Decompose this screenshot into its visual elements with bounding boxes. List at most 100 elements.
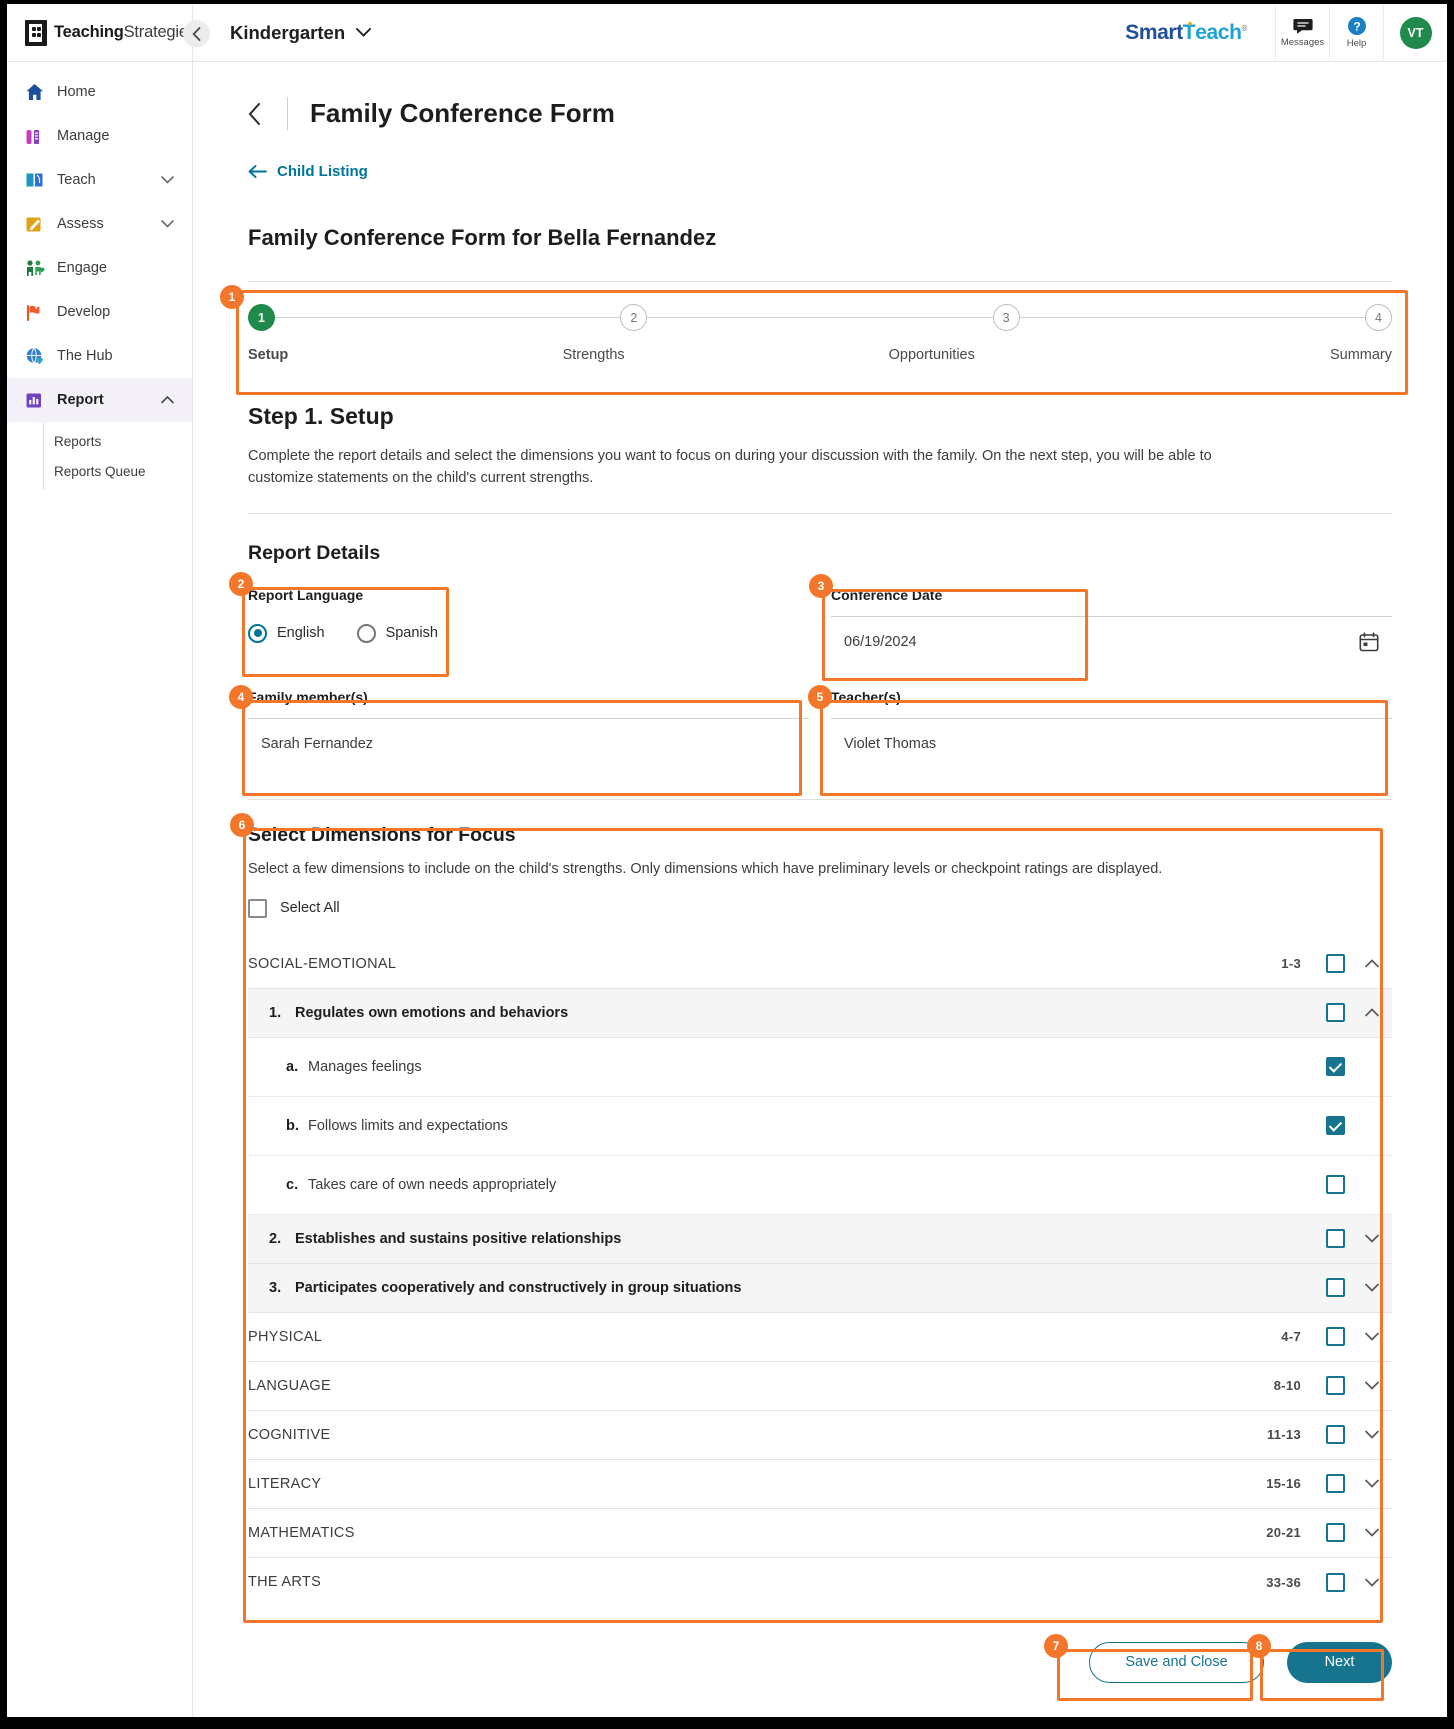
select-all-checkbox-row[interactable]: Select All — [248, 898, 1392, 918]
step-3-circle[interactable]: 3 — [992, 304, 1020, 331]
sidebar-item-the-hub[interactable]: The Hub — [7, 334, 192, 378]
sidebar-item-home[interactable]: Home — [7, 70, 192, 114]
category-expand-toggle[interactable] — [1352, 959, 1392, 968]
objective-row-1[interactable]: 1. Regulates own emotions and behaviors — [248, 988, 1392, 1038]
category-row-the-arts[interactable]: THE ARTS 33-36 — [248, 1558, 1392, 1607]
category-checkbox[interactable] — [1325, 1327, 1345, 1347]
chevron-down-icon[interactable] — [161, 216, 174, 232]
field-top-rule — [831, 717, 1392, 719]
dimension-number: c. — [286, 1176, 299, 1193]
dimensions-description: Select a few dimensions to include on th… — [248, 860, 1163, 877]
logo-text-light: Strategies — [123, 23, 196, 41]
page-title: Family Conference Form — [310, 98, 615, 128]
step-1[interactable]: 1 — [248, 304, 621, 331]
chevron-left-icon — [248, 102, 260, 125]
sidebar-collapse-button[interactable] — [183, 20, 210, 47]
sidebar-item-report[interactable]: Report — [7, 378, 192, 422]
sidebar-subitem-reports[interactable]: Reports — [44, 426, 192, 456]
objective-expand-toggle[interactable] — [1352, 1234, 1392, 1244]
category-checkbox-slot — [1318, 1327, 1352, 1347]
step-1-circle[interactable]: 1 — [248, 304, 275, 331]
category-row-literacy[interactable]: LITERACY 15-16 — [248, 1460, 1392, 1509]
language-radio-group: English Spanish — [248, 623, 809, 643]
category-checkbox[interactable] — [1325, 1523, 1345, 1543]
dimension-checkbox[interactable] — [1325, 1116, 1345, 1136]
sidebar-item-develop[interactable]: Develop — [7, 290, 192, 334]
teachers-input[interactable]: Violet Thomas — [831, 719, 1392, 769]
dimension-number: a. — [286, 1058, 299, 1075]
step-4[interactable]: 4 — [1364, 304, 1392, 331]
category-checkbox-slot — [1318, 1572, 1352, 1592]
sidebar-item-assess[interactable]: Assess — [7, 202, 192, 246]
sidebar-item-label: The Hub — [57, 348, 113, 364]
category-expand-toggle[interactable] — [1352, 1430, 1392, 1440]
category-expand-toggle[interactable] — [1352, 1528, 1392, 1538]
select-all-checkbox[interactable] — [248, 898, 267, 918]
objective-expand-toggle[interactable] — [1352, 1008, 1392, 1017]
radio-spanish[interactable]: Spanish — [356, 623, 438, 643]
category-checkbox-slot — [1318, 1376, 1352, 1396]
sidebar-item-teach[interactable]: Teach — [7, 158, 192, 202]
child-listing-link[interactable]: Child Listing — [248, 163, 368, 180]
category-checkbox[interactable] — [1325, 1474, 1345, 1494]
category-checkbox[interactable] — [1325, 954, 1345, 974]
conference-date-value: 06/19/2024 — [844, 633, 917, 650]
conference-date-input[interactable]: 06/19/2024 — [831, 617, 1392, 667]
messages-label: Messages — [1280, 36, 1325, 48]
arrow-left-icon — [248, 165, 267, 178]
logo-wordmark: TeachingStrategies® — [54, 23, 202, 42]
category-checkbox[interactable] — [1325, 1425, 1345, 1445]
category-expand-toggle[interactable] — [1352, 1479, 1392, 1489]
avatar[interactable]: VT — [1399, 16, 1432, 49]
class-selector-dropdown[interactable]: Kindergarten — [230, 22, 372, 44]
step-2[interactable]: 2 — [620, 304, 993, 331]
objective-row-3[interactable]: 3. Participates cooperatively and constr… — [248, 1263, 1392, 1313]
sidebar-item-label: Manage — [57, 128, 110, 144]
dimension-checkbox[interactable] — [1325, 1057, 1345, 1077]
objective-expand-toggle[interactable] — [1352, 1283, 1392, 1293]
dimension-row-1c[interactable]: c. Takes care of own needs appropriately — [248, 1156, 1392, 1215]
teaching-strategies-logo[interactable]: TeachingStrategies® — [7, 4, 202, 62]
back-button[interactable] — [248, 102, 261, 125]
category-checkbox[interactable] — [1325, 1572, 1345, 1592]
dimension-row-1b[interactable]: b. Follows limits and expectations — [248, 1097, 1392, 1156]
sidebar-item-manage[interactable]: Manage — [7, 114, 192, 158]
dimension-row-1a[interactable]: a. Manages feelings — [248, 1038, 1392, 1097]
sidebar-item-engage[interactable]: Engage — [7, 246, 192, 290]
select-all-label: Select All — [280, 900, 340, 917]
category-row-physical[interactable]: PHYSICAL 4-7 — [248, 1313, 1392, 1362]
category-expand-toggle[interactable] — [1352, 1381, 1392, 1391]
category-checkbox[interactable] — [1325, 1376, 1345, 1396]
category-row-mathematics[interactable]: MATHEMATICS 20-21 — [248, 1509, 1392, 1558]
step-4-circle[interactable]: 4 — [1364, 304, 1392, 331]
objective-checkbox[interactable] — [1325, 1229, 1345, 1249]
objective-checkbox[interactable] — [1325, 1003, 1345, 1023]
report-details-row-2: Family member(s) Sarah Fernandez Teacher… — [248, 689, 1392, 769]
objective-row-2[interactable]: 2. Establishes and sustains positive rel… — [248, 1214, 1392, 1264]
category-expand-toggle[interactable] — [1352, 1332, 1392, 1342]
category-expand-toggle[interactable] — [1352, 1578, 1392, 1587]
step-2-circle[interactable]: 2 — [620, 304, 648, 331]
category-checkbox-slot — [1318, 954, 1352, 974]
objective-checkbox[interactable] — [1325, 1278, 1345, 1298]
category-row-language[interactable]: LANGUAGE 8-10 — [248, 1362, 1392, 1411]
sidebar-subitem-reports-queue[interactable]: Reports Queue — [44, 456, 192, 486]
stepper-labels: Setup Strengths Opportunities Summary — [248, 347, 1392, 363]
radio-english[interactable]: English — [248, 623, 325, 643]
next-button[interactable]: Next — [1287, 1641, 1392, 1683]
chevron-down-icon[interactable] — [161, 172, 174, 188]
dimension-checkbox[interactable] — [1325, 1175, 1345, 1195]
category-row-social-emotional[interactable]: SOCIAL-EMOTIONAL 1-3 — [248, 940, 1392, 989]
messages-button[interactable]: Messages — [1275, 4, 1329, 62]
chevron-up-icon[interactable] — [161, 392, 174, 408]
message-bubble-icon — [1292, 18, 1313, 34]
save-and-close-button[interactable]: Save and Close — [1089, 1641, 1264, 1683]
help-button[interactable]: ? Help — [1329, 4, 1383, 62]
dimensions-divider — [248, 798, 1392, 800]
help-circle-icon: ? — [1347, 17, 1366, 35]
step-3[interactable]: 3 — [992, 304, 1365, 331]
family-members-input[interactable]: Sarah Fernandez — [248, 719, 809, 769]
category-row-cognitive[interactable]: COGNITIVE 11-13 — [248, 1411, 1392, 1460]
calendar-icon[interactable] — [1359, 632, 1379, 652]
chevron-up-icon — [1365, 959, 1379, 968]
